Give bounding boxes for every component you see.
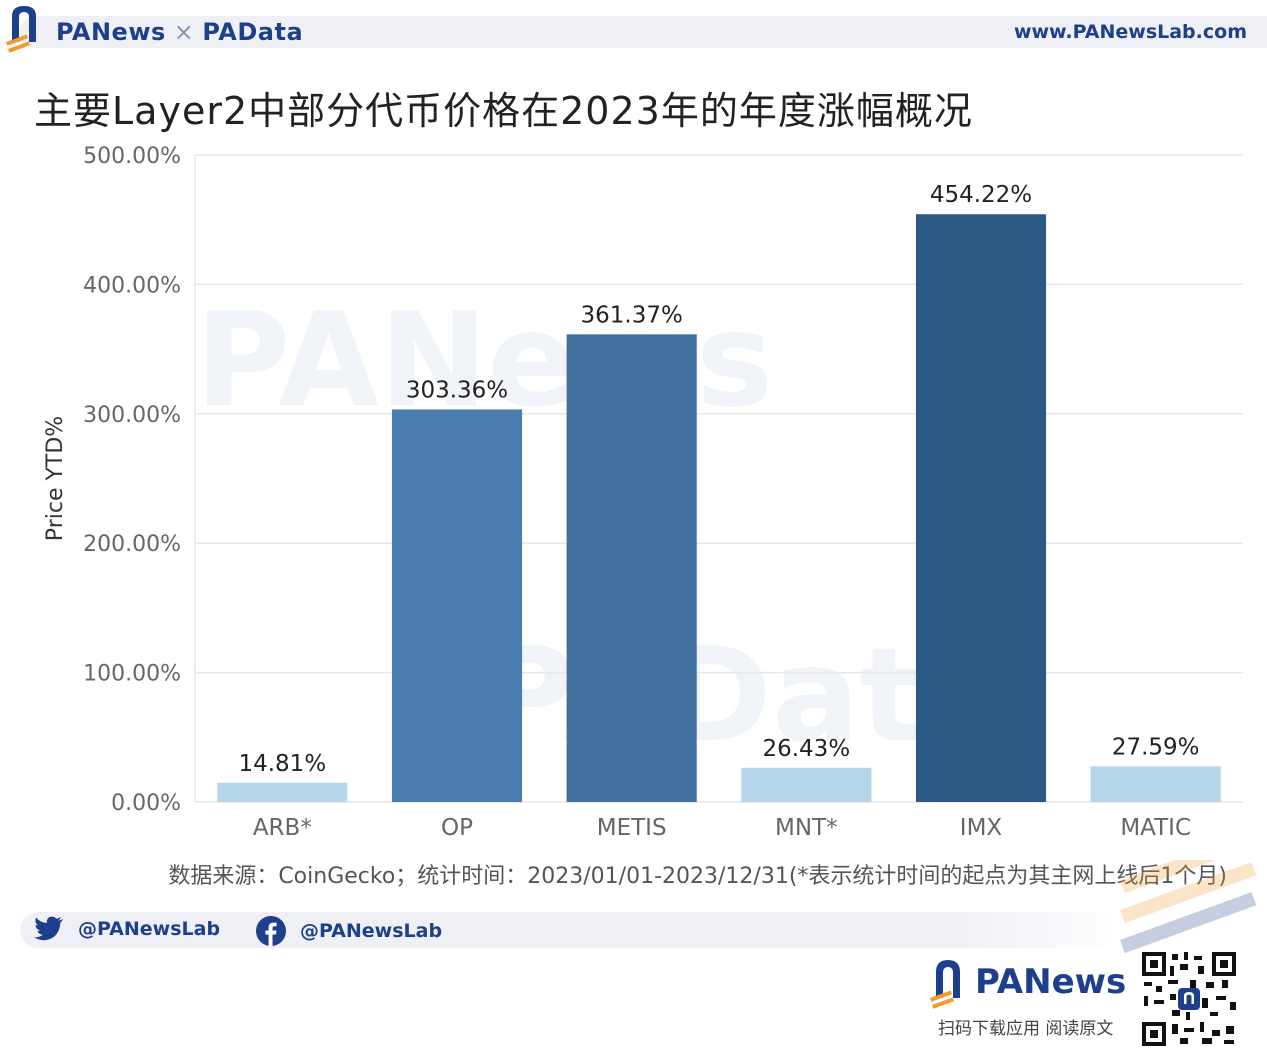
brand-padata: PAData (202, 18, 304, 46)
brand-title: PANews × PAData (56, 18, 303, 46)
footer-logo-icon (930, 960, 960, 1009)
chart-title: 主要Layer2中部分代币价格在2023年的年度涨幅概况 (34, 89, 973, 133)
y-tick-label: 500.00% (83, 144, 181, 169)
x-tick-label: MATIC (1120, 815, 1191, 841)
bar-value-label: 26.43% (762, 736, 850, 762)
y-tick-label: 200.00% (83, 532, 181, 557)
decorative-stripes (1120, 860, 1257, 954)
bar-value-label: 14.81% (238, 751, 326, 777)
bar-value-label: 454.22% (930, 182, 1032, 208)
site-url-link[interactable]: www.PANewsLab.com (1013, 21, 1247, 43)
y-tick-label: 0.00% (111, 791, 181, 816)
brand-times: × (173, 18, 195, 46)
bar (217, 782, 348, 802)
bar-chart: PANewsPAData0.00%100.00%200.00%300.00%40… (43, 144, 1243, 841)
bar (741, 767, 872, 802)
x-tick-label: IMX (960, 815, 1003, 841)
twitter-label: @PANewsLab (78, 918, 221, 940)
panews-logo-icon (6, 6, 36, 53)
facebook-icon (256, 916, 286, 946)
bar (391, 409, 523, 802)
footer-caption: 扫码下载应用 阅读原文 (938, 1019, 1114, 1039)
header-background (20, 16, 1267, 48)
y-axis-title: Price YTD% (43, 416, 68, 541)
qr-code-icon[interactable] (1140, 950, 1238, 1048)
brand-panews: PANews (56, 18, 166, 46)
social-bar: @PANewsLab @PANewsLab (20, 912, 1120, 948)
facebook-label: @PANewsLab (300, 920, 443, 942)
bar-value-label: 303.36% (406, 377, 508, 403)
twitter-icon (34, 916, 63, 941)
facebook-handle[interactable]: @PANewsLab (256, 916, 442, 946)
y-tick-label: 400.00% (83, 273, 181, 298)
x-tick-label: MNT* (775, 815, 838, 841)
x-tick-label: METIS (597, 815, 667, 841)
bar-value-label: 27.59% (1112, 734, 1200, 760)
twitter-handle[interactable]: @PANewsLab (34, 916, 220, 942)
x-tick-label: OP (441, 815, 473, 841)
bar (915, 214, 1047, 802)
y-tick-label: 100.00% (83, 662, 181, 687)
header-bar: PANews × PAData www.PANewsLab.com (0, 6, 1267, 53)
bar (1090, 766, 1221, 802)
bar (566, 334, 697, 802)
footer-brand: PANews (975, 962, 1127, 1002)
y-tick-label: 300.00% (83, 403, 181, 428)
x-tick-label: ARB* (253, 815, 312, 841)
source-note: 数据来源：CoinGecko；统计时间：2023/01/01-2023/12/3… (168, 864, 1227, 889)
bar-value-label: 361.37% (580, 302, 682, 328)
